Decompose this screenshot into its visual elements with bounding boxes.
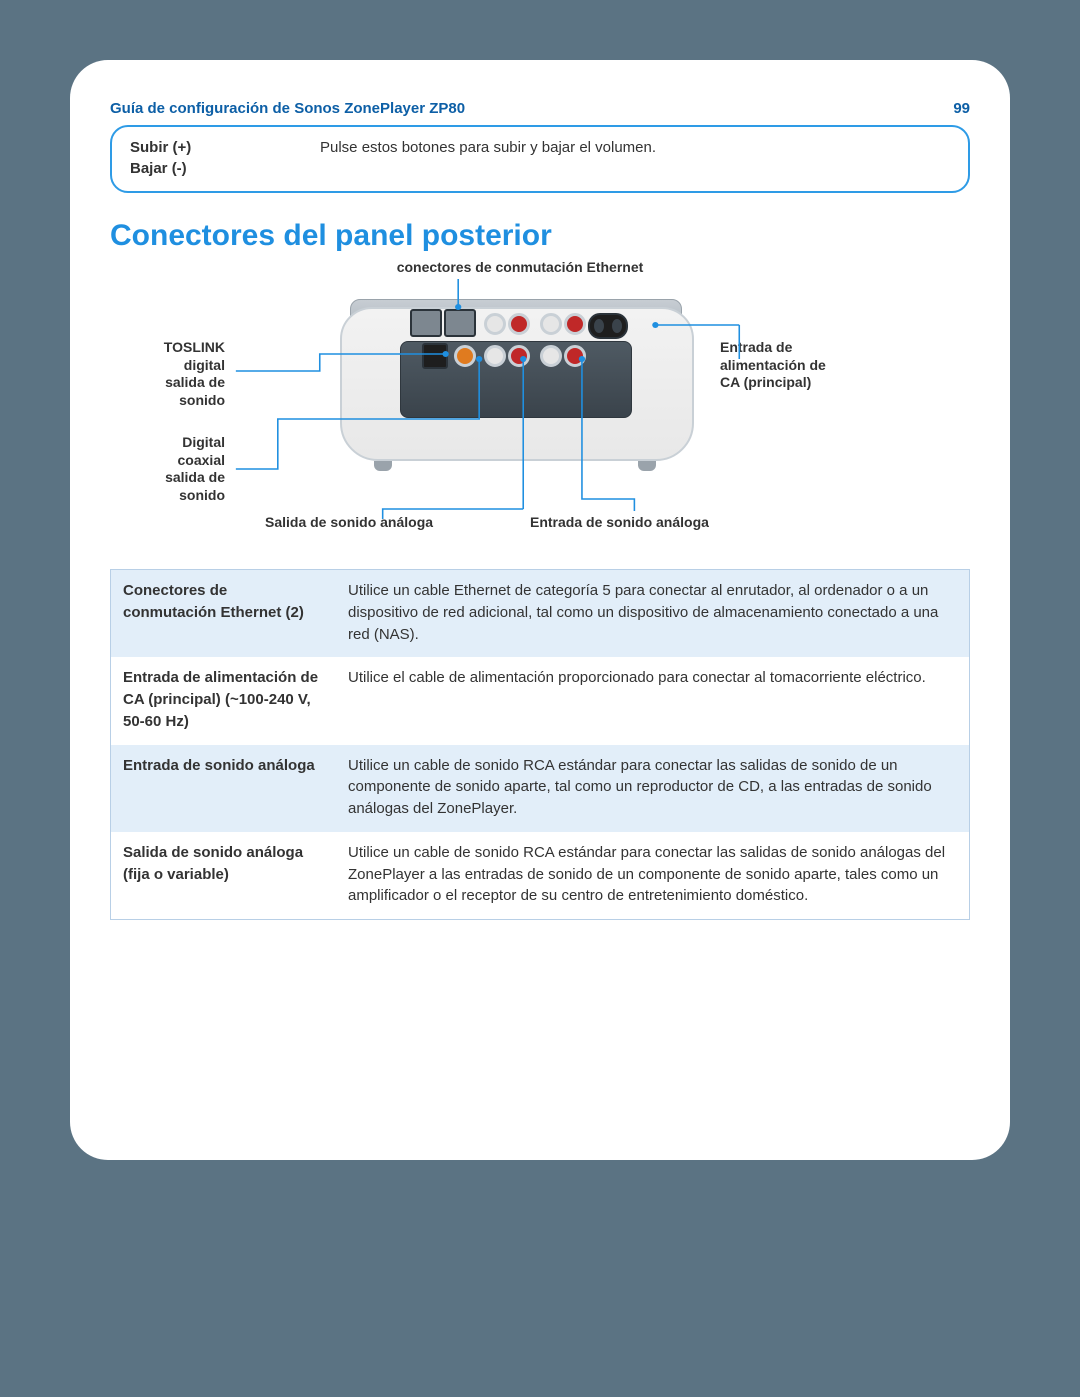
port-rca-in-l <box>540 313 562 335</box>
label-subir: Subir (+) <box>130 137 320 158</box>
label-toslink-l2: digital <box>110 357 225 375</box>
rear-panel-diagram: conectores de conmutación Ethernet TOSLI… <box>110 259 970 559</box>
port-coaxial <box>454 345 476 367</box>
label-coaxial-l3: salida de <box>110 469 225 487</box>
label-toslink: TOSLINK digital salida de sonido <box>110 339 225 409</box>
volume-buttons-desc: Pulse estos botones para subir y bajar e… <box>320 137 950 179</box>
volume-buttons-label: Subir (+) Bajar (-) <box>130 137 320 179</box>
label-ac-l3: CA (principal) <box>720 374 880 392</box>
page-number: 99 <box>953 100 970 117</box>
row-label: Conectores de conmutación Ethernet (2) <box>111 570 336 657</box>
port-rca-out-r <box>508 313 530 335</box>
port-rca-out2-r <box>508 345 530 367</box>
port-rca-out2-l <box>484 345 506 367</box>
label-coaxial-l2: coaxial <box>110 452 225 470</box>
row-label: Salida de sonido análoga (fija o variabl… <box>111 832 336 919</box>
row-label: Entrada de sonido análoga <box>111 745 336 832</box>
label-ac-l2: alimentación de <box>720 357 880 375</box>
label-ethernet-switch: conectores de conmutación Ethernet <box>370 259 670 277</box>
label-ac-mains: Entrada de alimentación de CA (principal… <box>720 339 880 392</box>
header-title: Guía de configuración de Sonos ZonePlaye… <box>110 100 465 117</box>
port-ethernet-2 <box>444 309 476 337</box>
label-toslink-l4: sonido <box>110 392 225 410</box>
label-coaxial-l1: Digital <box>110 434 225 452</box>
port-rca-in2-r <box>564 345 586 367</box>
label-coaxial: Digital coaxial salida de sonido <box>110 434 225 504</box>
row-desc: Utilice un cable de sonido RCA estándar … <box>336 745 969 832</box>
manual-page-frame: Guía de configuración de Sonos ZonePlaye… <box>0 0 1080 1397</box>
port-rca-in-r <box>564 313 586 335</box>
table-row: Salida de sonido análoga (fija o variabl… <box>111 832 969 919</box>
label-ac-l1: Entrada de <box>720 339 880 357</box>
connector-table: Conectores de conmutación Ethernet (2) U… <box>110 569 970 920</box>
label-toslink-l1: TOSLINK <box>110 339 225 357</box>
table-row: Entrada de sonido análoga Utilice un cab… <box>111 745 969 832</box>
port-rca-in2-l <box>540 345 562 367</box>
page-header: Guía de configuración de Sonos ZonePlaye… <box>110 100 970 117</box>
table-row: Entrada de alimentación de CA (principal… <box>111 657 969 744</box>
manual-page: Guía de configuración de Sonos ZonePlaye… <box>70 60 1010 1160</box>
row-desc: Utilice un cable de sonido RCA estándar … <box>336 832 969 919</box>
label-toslink-l3: salida de <box>110 374 225 392</box>
label-coaxial-l4: sonido <box>110 487 225 505</box>
section-title: Conectores del panel posterior <box>110 219 970 253</box>
label-analog-in: Entrada de sonido análoga <box>530 514 709 532</box>
label-bajar: Bajar (-) <box>130 158 320 179</box>
row-label: Entrada de alimentación de CA (principal… <box>111 657 336 744</box>
port-ethernet-1 <box>410 309 442 337</box>
table-row: Conectores de conmutación Ethernet (2) U… <box>111 570 969 657</box>
row-desc: Utilice el cable de alimentación proporc… <box>336 657 969 744</box>
port-ac-mains <box>588 313 628 339</box>
port-toslink <box>422 343 448 369</box>
row-desc: Utilice un cable Ethernet de categoría 5… <box>336 570 969 657</box>
volume-buttons-box: Subir (+) Bajar (-) Pulse estos botones … <box>110 125 970 193</box>
port-rca-out-l <box>484 313 506 335</box>
label-analog-out: Salida de sonido análoga <box>265 514 433 532</box>
